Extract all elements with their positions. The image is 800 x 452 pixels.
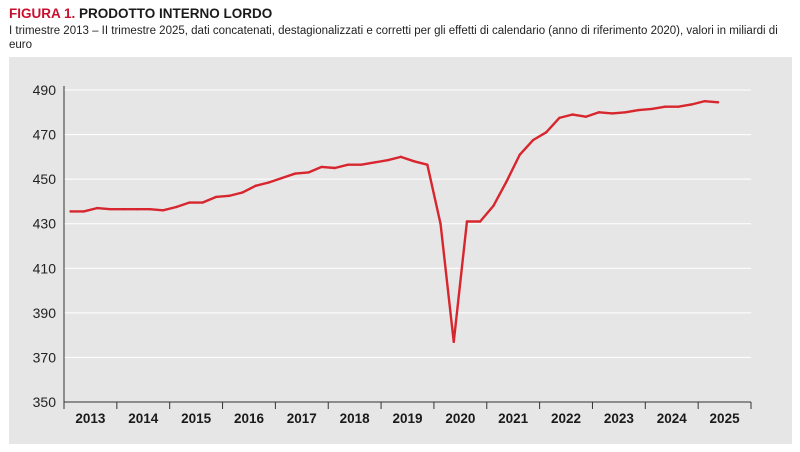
- data-point: [597, 111, 601, 114]
- data-point: [703, 99, 706, 103]
- x-axis: 2013 2014 2015 2016 2017 2018 2019 2020 2021 2022…: [63, 86, 752, 426]
- data-point: [109, 208, 112, 211]
- y-tick-label: 390: [33, 305, 57, 321]
- data-point: [412, 160, 416, 163]
- data-point: [465, 220, 469, 223]
- y-tick-label: 370: [33, 349, 57, 365]
- data-point: [82, 210, 86, 213]
- data-point: [637, 108, 640, 112]
- data-point: [545, 131, 548, 134]
- data-point: [492, 204, 495, 208]
- series-line-gdp: [69, 99, 720, 344]
- data-point: [135, 208, 138, 211]
- data-point: [373, 161, 376, 164]
- x-tick-label: 2022: [551, 411, 581, 426]
- data-point: [571, 113, 574, 116]
- data-point: [320, 165, 323, 169]
- data-point: [307, 171, 310, 174]
- x-tick-label: 2024: [657, 411, 688, 426]
- data-point: [241, 191, 244, 194]
- figure-title: FIGURA 1. PRODOTTO INTERNO LORDO: [9, 6, 272, 21]
- data-point: [201, 201, 204, 204]
- figure-title-text: PRODOTTO INTERNO LORDO: [79, 6, 273, 21]
- x-tick-label: 2023: [604, 411, 635, 426]
- data-point: [214, 195, 218, 199]
- y-axis-ticks: 350 370 390 410 430 450 470 490: [33, 82, 57, 410]
- data-point: [161, 209, 165, 212]
- data-point: [650, 107, 654, 111]
- y-tick-label: 350: [33, 394, 57, 410]
- data-point: [611, 112, 614, 115]
- x-tick-label: 2021: [498, 411, 529, 426]
- data-point: [267, 181, 270, 184]
- data-point: [663, 105, 667, 108]
- data-point: [386, 159, 389, 162]
- data-point: [426, 163, 429, 166]
- data-point: [531, 138, 535, 142]
- x-tick-label: 2015: [181, 411, 212, 426]
- data-point: [399, 155, 403, 159]
- x-tick-label: 2017: [287, 411, 317, 426]
- data-point: [677, 105, 680, 108]
- data-point: [478, 220, 482, 223]
- x-tick-label: 2025: [710, 411, 741, 426]
- y-tick-label: 430: [33, 216, 57, 232]
- data-point: [294, 172, 297, 175]
- figure-subtitle: I trimestre 2013 – II trimestre 2025, da…: [9, 25, 778, 51]
- x-tick-label: 2020: [445, 411, 475, 426]
- data-point: [69, 210, 72, 213]
- data-point: [254, 184, 257, 188]
- data-point: [122, 208, 125, 211]
- data-point: [452, 340, 455, 344]
- data-point: [505, 180, 508, 183]
- data-point: [360, 163, 363, 166]
- data-point: [690, 103, 693, 106]
- data-point: [175, 205, 178, 209]
- data-point: [95, 206, 99, 210]
- data-point: [518, 153, 521, 156]
- y-tick-label: 450: [33, 171, 57, 187]
- series-layer: [69, 99, 720, 344]
- data-point: [716, 101, 720, 104]
- data-point: [439, 222, 442, 225]
- figure-label: FIGURA 1.: [9, 6, 76, 21]
- data-point: [584, 115, 588, 118]
- chart-area: 350 370 390 410 430 450 470 490 2013 2014 2015 201…: [9, 57, 792, 444]
- x-tick-label: 2018: [340, 411, 371, 426]
- data-point: [280, 176, 284, 180]
- data-point: [188, 201, 191, 204]
- x-tick-label: 2013: [75, 411, 106, 426]
- y-tick-label: 470: [33, 127, 57, 143]
- data-point: [148, 208, 152, 211]
- gridlines: [64, 89, 751, 358]
- x-tick-label: 2014: [128, 411, 159, 426]
- data-point: [558, 116, 561, 120]
- data-point: [227, 194, 231, 198]
- y-tick-label: 490: [33, 82, 57, 98]
- x-tick-label: 2019: [392, 411, 422, 426]
- x-tick-label: 2016: [234, 411, 265, 426]
- data-point: [333, 166, 337, 170]
- y-tick-label: 410: [33, 260, 57, 276]
- data-point: [624, 111, 627, 114]
- data-point: [346, 163, 350, 166]
